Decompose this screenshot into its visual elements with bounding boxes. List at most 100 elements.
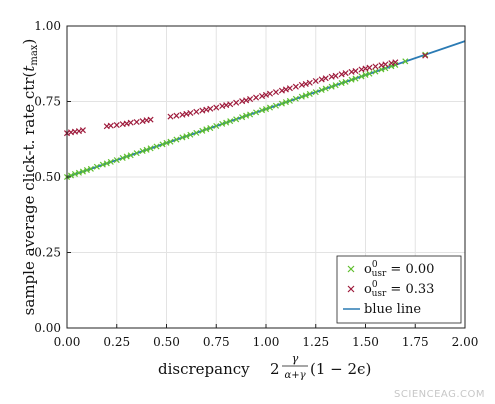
series-1-point: [253, 109, 260, 116]
series-1-point: [153, 143, 160, 150]
series-1-point: [328, 83, 335, 90]
legend-series-1-base: o: [364, 262, 372, 277]
series-2-point: [366, 64, 373, 71]
series-1-point: [286, 97, 293, 104]
series-1-point: [147, 145, 154, 152]
series-1-point: [79, 168, 86, 175]
series-1-point: [342, 78, 349, 85]
series-1-point: [322, 85, 329, 92]
series-1-point: [107, 158, 114, 165]
x-axis-title: discrepancy 2 γ α+γ (1 − 2ϵ): [158, 352, 371, 381]
x-axis-ticks: 0.00 0.25 0.50 0.75 1.00 1.25 1.50 1.75 2.00: [54, 324, 478, 349]
legend-label-line: blue line: [364, 302, 421, 317]
series-1-point: [213, 122, 220, 129]
series-1-point: [93, 163, 100, 170]
y-axis-label-text: sample average click-t. rate ctr(tmax): [20, 39, 40, 316]
series-2-point: [372, 63, 379, 70]
series-1-point: [372, 68, 379, 75]
series-2-point: [352, 67, 359, 75]
series-1-point: [223, 119, 230, 126]
series-1-point: [278, 100, 285, 107]
series-2-point: [193, 108, 200, 115]
series-2-point: [133, 119, 140, 126]
series-2-point: [213, 104, 220, 111]
series-1-point: [119, 154, 126, 161]
legend-series-1-value: = 0.00: [386, 262, 434, 277]
series-1-point: [199, 127, 206, 134]
x-tick-label: 0.00: [54, 335, 81, 349]
legend-entry-line: blue line: [343, 302, 421, 317]
y-axis-label-close: ): [20, 39, 38, 45]
series-1-point: [233, 116, 240, 123]
series-1-point: [302, 92, 309, 99]
legend-marker-series-2: [347, 285, 355, 293]
watermark: SCIENCEAG.COM: [394, 389, 485, 400]
y-axis-label-subscript: max: [29, 44, 40, 65]
series-2-point: [422, 52, 429, 59]
series-2-point: [173, 112, 180, 119]
series-1-point: [173, 136, 180, 143]
series-2-point: [127, 119, 134, 126]
series-1-point: [227, 118, 234, 125]
series-2-point: [147, 116, 154, 123]
series-1-point: [239, 114, 246, 121]
series-1-point: [207, 125, 214, 132]
series-2-point: [272, 89, 279, 96]
series-2-point: [312, 77, 319, 84]
series-1-point: [352, 75, 359, 82]
x-tick-label: 1.25: [302, 335, 329, 349]
legend-box: [336, 255, 462, 324]
series-1-point: [143, 146, 150, 153]
series-2-point: [113, 122, 120, 129]
series-2-point: [227, 101, 234, 108]
series-1-point: [113, 157, 120, 164]
series-2-point: [392, 59, 399, 66]
series-1-point: [318, 86, 325, 94]
legend-label-series-1: o0 usr = 0.00: [364, 260, 434, 279]
series-2-point: [322, 75, 329, 82]
series-1-point: [247, 111, 254, 118]
series-2-point: [342, 70, 349, 77]
series-1-point: [306, 90, 313, 97]
x-tick-label: 1.00: [253, 335, 280, 349]
series-2-point: [79, 127, 86, 134]
series-1-point: [193, 129, 200, 136]
y-axis-ticks: 0.00 0.25 0.50 0.75 1.00: [34, 19, 71, 335]
series-2-point: [286, 85, 293, 92]
series-2-point: [233, 99, 240, 106]
series-1-point: [127, 152, 134, 159]
series-1-point: [159, 141, 166, 148]
y-tick-label: 0.50: [34, 170, 61, 184]
x-axis-math-tail: (1 − 2ϵ): [310, 360, 371, 378]
series-2-point: [207, 105, 214, 112]
y-axis-title: sample average click-t. rate ctr(tmax): [20, 39, 40, 316]
series-2-point: [332, 72, 339, 79]
series-1-point: [262, 106, 270, 113]
legend-series-1-sub: usr: [372, 269, 387, 279]
series-1-point: [133, 150, 140, 157]
series-2-point: [266, 90, 274, 97]
y-axis-label-variable: t: [20, 65, 38, 72]
series-1-point: [366, 70, 373, 77]
legend-series-1-sup: 0: [372, 260, 378, 270]
series-2-point: [306, 79, 313, 86]
series-1-point: [87, 165, 94, 172]
series-2-point: [247, 96, 254, 103]
y-tick-label: 0.00: [34, 321, 61, 335]
series-1-point: [292, 95, 299, 102]
series-1-point: [332, 82, 339, 89]
legend-label-series-2: o0 usr = 0.33: [364, 280, 434, 299]
series-1-point: [402, 58, 409, 65]
series-2-point: [292, 83, 299, 90]
x-axis-math-lead: 2: [270, 360, 280, 378]
series-2-point: [167, 113, 174, 120]
legend-series-2-sub: usr: [372, 289, 387, 299]
x-tick-label: 0.50: [153, 335, 180, 349]
y-tick-label: 1.00: [34, 19, 61, 33]
series-1-point: [272, 102, 279, 109]
x-tick-label: 1.75: [402, 335, 429, 349]
y-axis-label: sample average click-t. rate ctr(: [20, 72, 38, 316]
legend-entry-series-2: o0 usr = 0.33: [347, 280, 434, 299]
series-2-point: [382, 61, 389, 68]
legend-series-2-sup: 0: [372, 280, 378, 290]
